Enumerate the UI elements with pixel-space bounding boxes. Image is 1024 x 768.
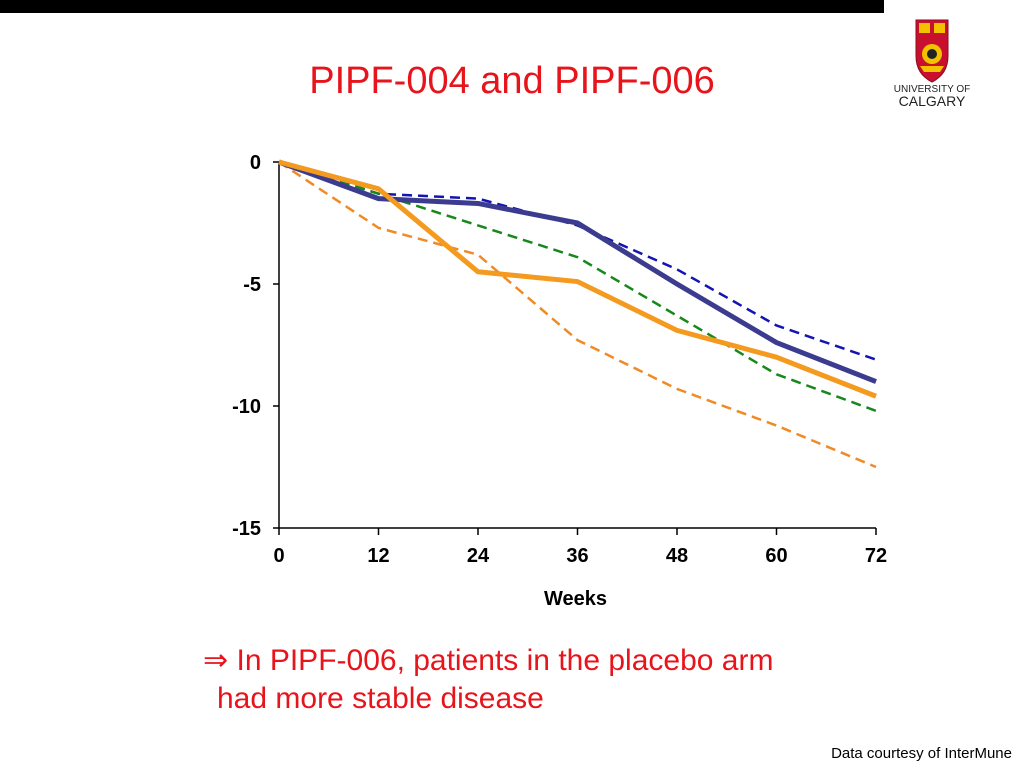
- series-line-1: [278, 159, 877, 384]
- y-tick-label: 0: [250, 152, 261, 174]
- x-tick-label: 0: [273, 545, 284, 567]
- x-tick-label: 36: [566, 545, 588, 567]
- x-tick-label: 60: [765, 545, 787, 567]
- series-line-2: [278, 159, 877, 399]
- y-tick-label: -15: [232, 518, 261, 540]
- logo-text-2: CALGARY: [899, 93, 966, 108]
- logo-text-1: UNIVERSITY OF: [894, 84, 971, 95]
- university-logo: UNIVERSITY OF CALGARY: [894, 19, 971, 108]
- callout: ⇒ In PIPF-006, patients in the placebo a…: [203, 642, 903, 718]
- series-line-5: [278, 160, 877, 469]
- callout-line-2: had more stable disease: [217, 682, 544, 715]
- chart-series: [278, 159, 877, 469]
- series-line-3: [278, 160, 877, 361]
- top-bar: [0, 0, 884, 13]
- x-tick-label: 48: [666, 545, 688, 567]
- y-tick-label: -10: [232, 396, 261, 418]
- x-axis-title: Weeks: [544, 588, 607, 610]
- line-chart: 0 -5 -10 -15 0 12 24 36 48 60 72 Weeks: [232, 152, 887, 610]
- implies-arrow: ⇒: [203, 644, 229, 677]
- chart-labels: 0 -5 -10 -15 0 12 24 36 48 60 72 Weeks: [232, 152, 887, 610]
- series-line-4: [278, 160, 877, 413]
- x-tick-label: 24: [467, 545, 490, 567]
- slide-title: PIPF-004 and PIPF-006: [309, 60, 715, 102]
- chart-axes: [273, 161, 877, 535]
- callout-line-1: In PIPF-006, patients in the placebo arm: [236, 644, 774, 677]
- y-tick-label: -5: [243, 274, 261, 296]
- data-credit: Data courtesy of InterMune: [831, 745, 1012, 762]
- x-tick-label: 72: [865, 545, 887, 567]
- x-tick-label: 12: [367, 545, 389, 567]
